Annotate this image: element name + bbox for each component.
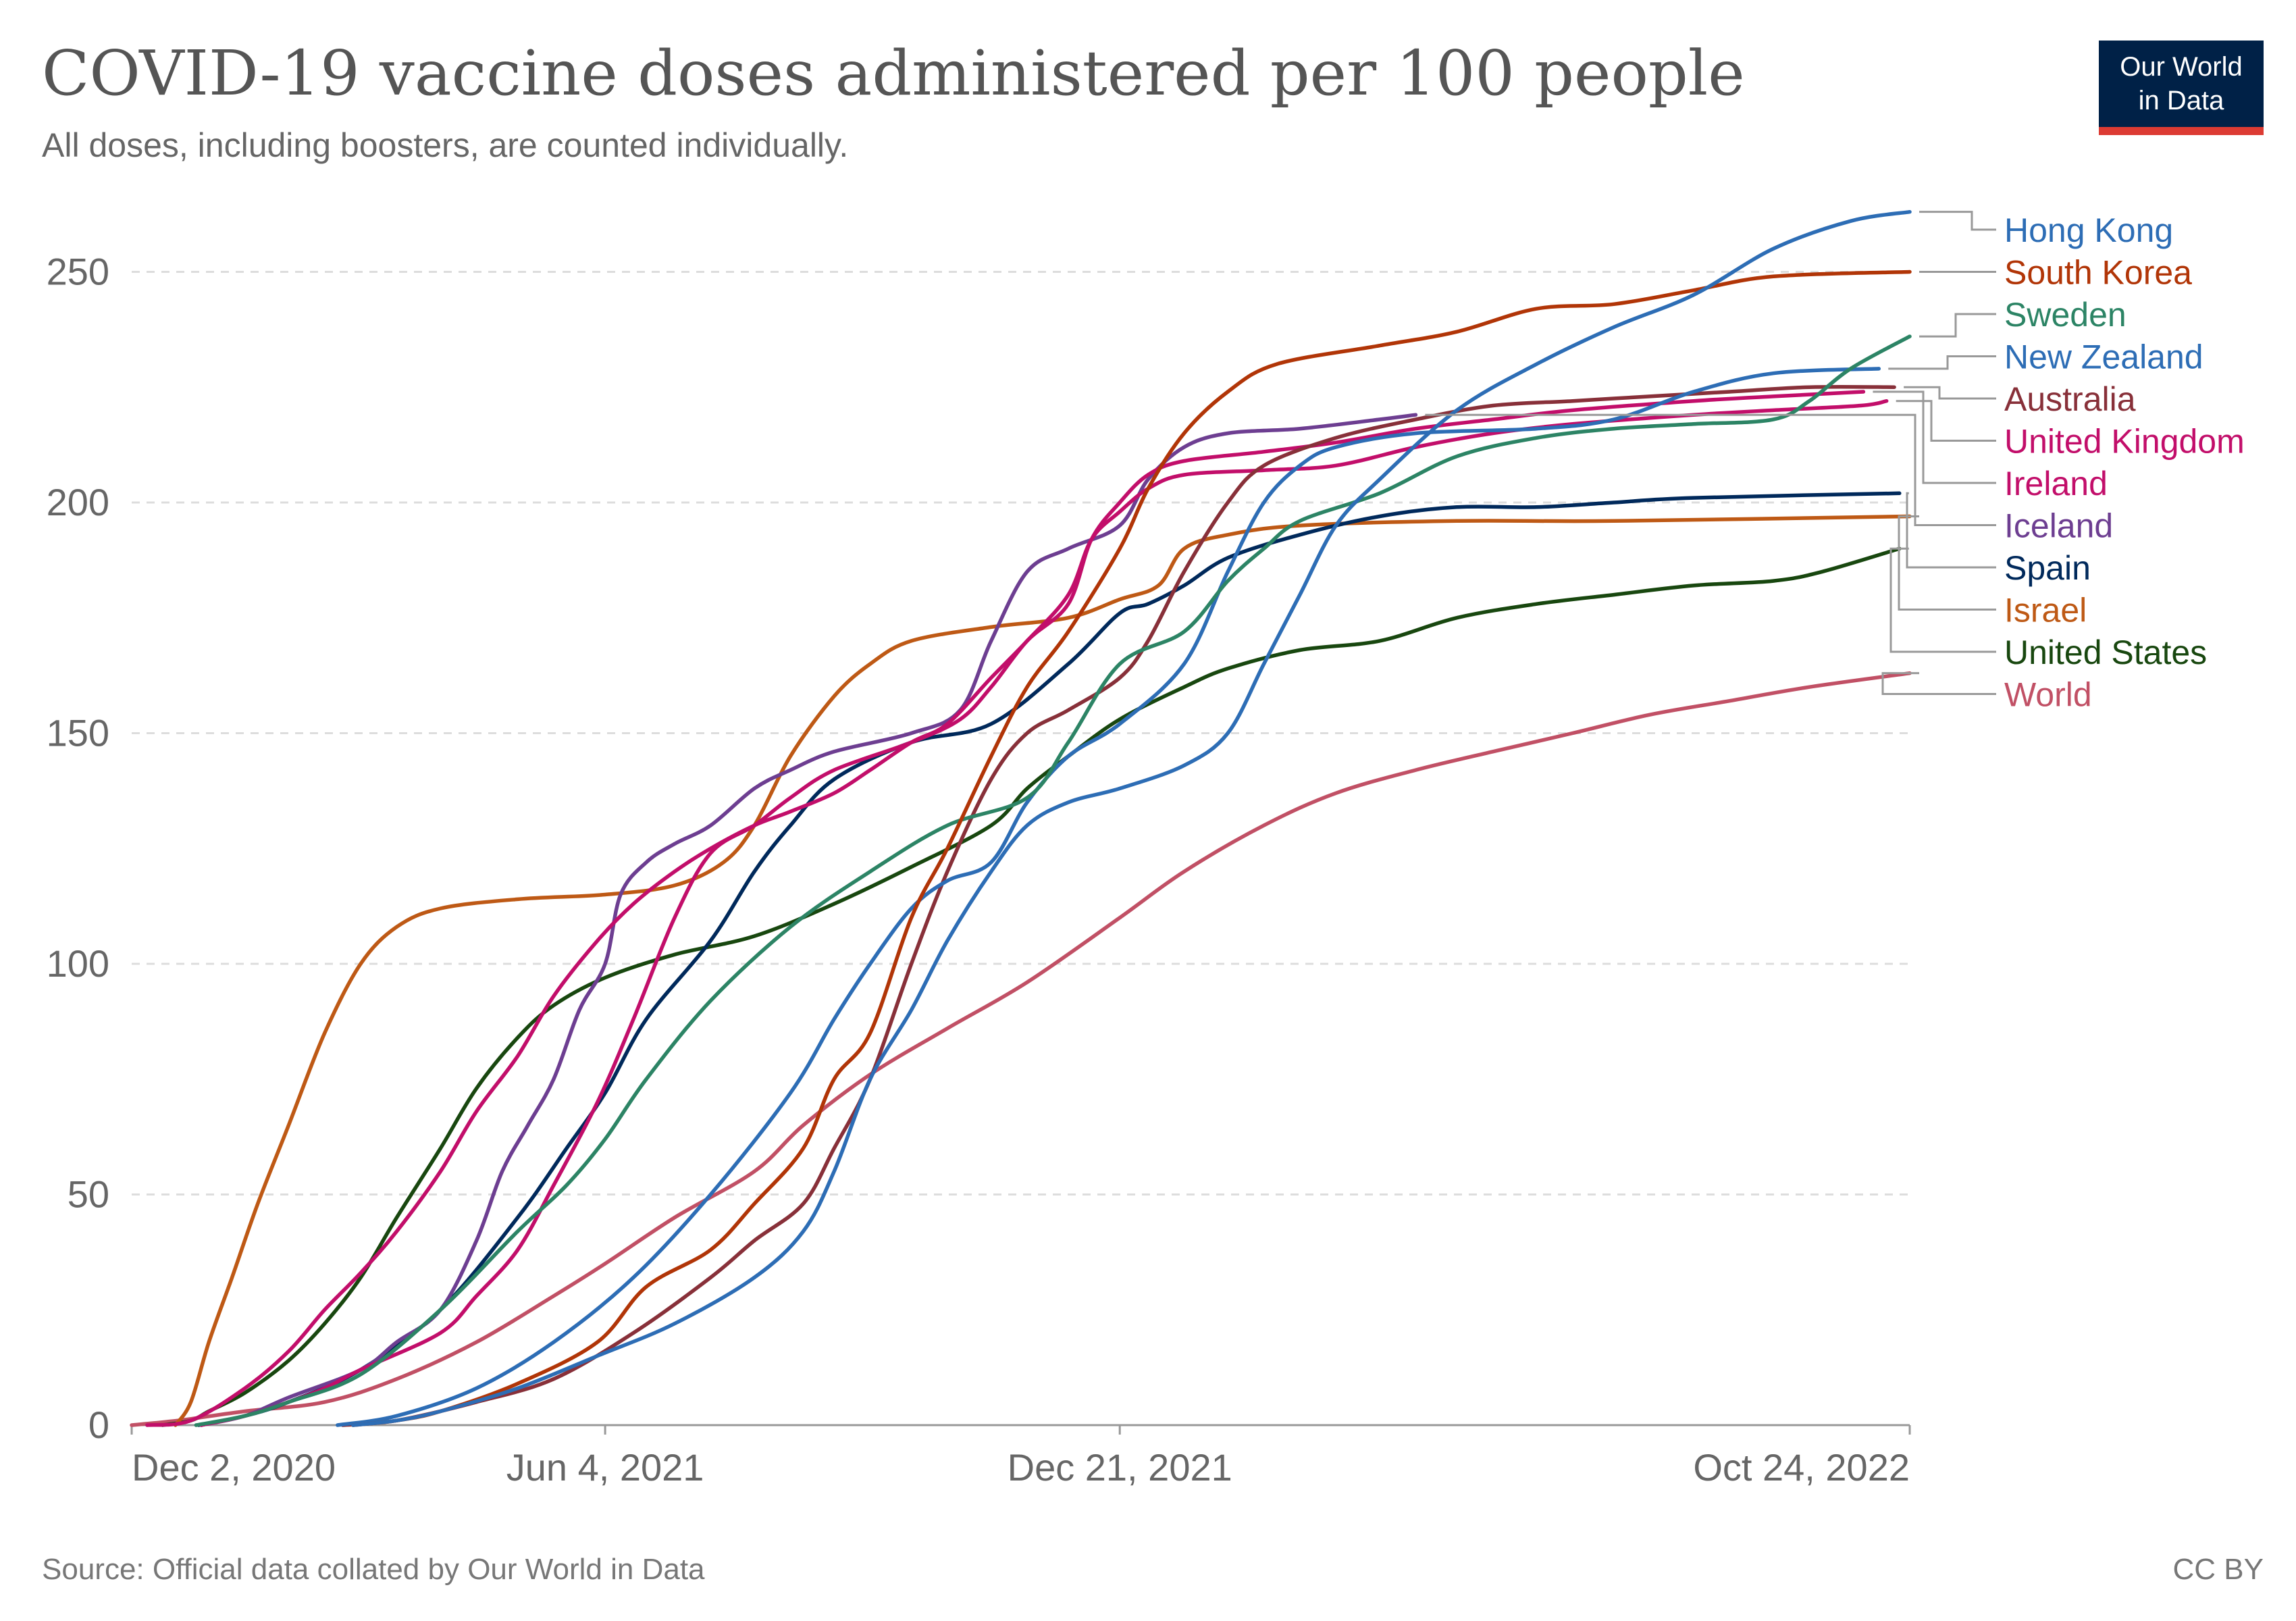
legend-label-south-korea[interactable]: South Korea: [2004, 254, 2192, 292]
legend-leader-iceland: [1425, 413, 1996, 526]
legend-label-spain[interactable]: Spain: [2004, 549, 2091, 587]
y-tick-label: 200: [47, 481, 109, 523]
series-line-australia: [340, 384, 1896, 1427]
legend-leader-new-zealand: [1888, 355, 1996, 370]
legend-leader-world: [1881, 672, 1996, 695]
legend-label-israel[interactable]: Israel: [2004, 592, 2087, 629]
series-line-sweden: [194, 334, 1912, 1427]
owid-logo[interactable]: Our World in Data: [2099, 41, 2264, 135]
legend-label-ireland[interactable]: Ireland: [2004, 465, 2108, 503]
series-lines: [130, 209, 1912, 1427]
source-note: Source: Official data collated by Our Wo…: [42, 1553, 705, 1586]
series-line-world: [130, 671, 1912, 1427]
x-tick-label: Jun 4, 2021: [506, 1446, 704, 1489]
series-line-hong-kong: [350, 209, 1912, 1427]
legend-label-hong-kong[interactable]: Hong Kong: [2004, 211, 2173, 249]
legend-leader-sweden: [1919, 313, 1996, 338]
chart-subtitle: All doses, including boosters, are count…: [42, 126, 848, 164]
x-axis: Dec 2, 2020 Jun 4, 2021 Dec 21, 2021 Oct 24…: [130, 1424, 1911, 1489]
x-tick-label: Oct 24, 2022: [1693, 1446, 1910, 1489]
legend-label-world[interactable]: World: [2004, 676, 2092, 714]
y-tick-label: 100: [47, 942, 109, 985]
legend-leader-australia: [1904, 386, 1996, 400]
y-tick-label: 150: [47, 711, 109, 754]
logo-accent-bar: [2099, 127, 2264, 135]
license-note: CC BY: [2173, 1553, 2264, 1586]
legend-leader-hong-kong: [1919, 211, 1996, 231]
legend-label-united-kingdom[interactable]: United Kingdom: [2004, 423, 2245, 461]
logo-background: [2099, 41, 2264, 135]
series-line-ireland: [199, 390, 1866, 1427]
legend-label-iceland[interactable]: Iceland: [2004, 507, 2113, 545]
legend: Hong Kong South Korea Sweden New Zealand Aus…: [1425, 211, 2245, 714]
logo-line-2: in Data: [2139, 86, 2224, 115]
y-axis-tick-labels: 0 50 100 150 200 250: [47, 250, 109, 1446]
legend-label-australia[interactable]: Australia: [2004, 380, 2136, 418]
y-tick-label: 0: [88, 1404, 109, 1446]
series-line-united-kingdom: [145, 398, 1889, 1427]
x-tick-label: Dec 21, 2021: [1008, 1446, 1232, 1489]
legend-leader-ireland: [1873, 390, 1996, 484]
legend-leader-israel: [1898, 515, 1996, 611]
legend-leader-spain: [1906, 492, 1996, 569]
logo-line-1: Our World: [2120, 52, 2243, 82]
legend-leader-united-states: [1889, 547, 1996, 653]
legend-label-sweden[interactable]: Sweden: [2004, 296, 2127, 334]
series-line-south-korea: [350, 269, 1912, 1427]
series-line-united-states: [160, 546, 1902, 1427]
series-line-iceland: [199, 413, 1418, 1427]
legend-label-united-states[interactable]: United States: [2004, 634, 2207, 671]
legend-leader-united-kingdom: [1896, 400, 1996, 442]
chart-title: COVID-19 vaccine doses administered per …: [42, 37, 1745, 109]
legend-label-new-zealand[interactable]: New Zealand: [2004, 338, 2203, 376]
y-tick-label: 250: [47, 250, 109, 292]
y-tick-label: 50: [68, 1173, 109, 1215]
x-tick-label: Dec 2, 2020: [132, 1446, 336, 1489]
